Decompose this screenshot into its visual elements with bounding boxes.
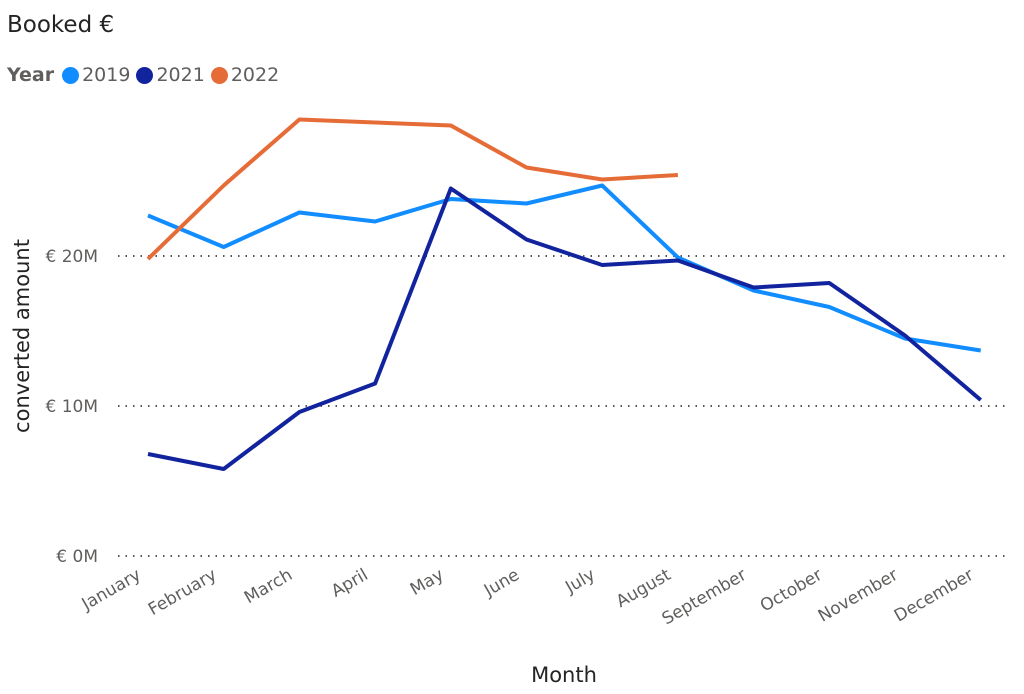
chart-title: Booked € — [7, 12, 115, 38]
legend-item-2021[interactable]: 2021 — [136, 64, 205, 86]
legend: Year 2019 2021 2022 — [7, 64, 285, 86]
x-tick-label: March — [241, 565, 296, 608]
legend-label: 2019 — [82, 64, 131, 86]
series-line-2022[interactable] — [146, 117, 679, 261]
legend-marker-icon — [210, 66, 228, 84]
x-tick-label: November — [815, 565, 902, 627]
legend-label: 2022 — [230, 64, 280, 86]
legend-item-2022[interactable]: 2022 — [210, 64, 280, 86]
x-tick-label: September — [659, 565, 750, 629]
x-tick-label: May — [407, 565, 447, 600]
x-tick-label: February — [145, 565, 220, 620]
x-tick-label: April — [328, 565, 372, 602]
y-tick-label: € 20M — [45, 247, 98, 267]
x-tick-label: August — [613, 565, 675, 612]
legend-item-2019[interactable]: 2019 — [62, 64, 130, 86]
x-tick-label: July — [561, 565, 598, 598]
legend-marker-icon — [62, 66, 80, 84]
y-axis-title: converted amount — [10, 239, 34, 433]
series-line-2019[interactable] — [147, 183, 982, 353]
legend-marker-icon — [136, 66, 154, 84]
legend-title: Year — [7, 64, 55, 86]
x-tick-label: June — [480, 565, 523, 601]
legend-label: 2021 — [156, 64, 205, 86]
y-tick-label: € 10M — [45, 397, 98, 417]
x-tick-label: January — [78, 565, 145, 615]
x-tick-label: December — [891, 565, 977, 626]
y-tick-label: € 0M — [56, 547, 98, 567]
series-line-2021[interactable] — [147, 186, 982, 471]
x-axis-title: Month — [531, 663, 597, 687]
